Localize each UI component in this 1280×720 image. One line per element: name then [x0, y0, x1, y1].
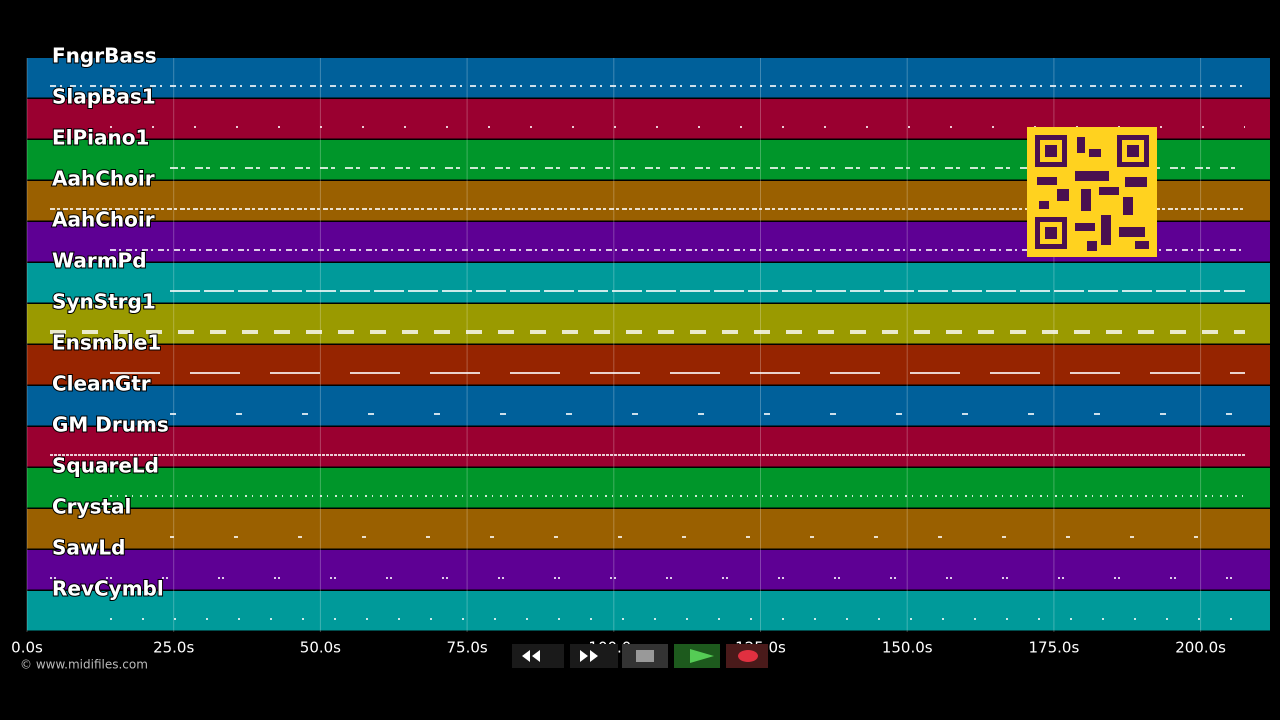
track-labels: FngrBass SlapBas1 ElPiano1 AahChoir AahChoir…: [51, 43, 170, 602]
record-icon: [738, 650, 758, 662]
time-tick-label: 75.0s: [446, 639, 487, 657]
track-label: Ensmble1: [52, 331, 161, 355]
transport-controls: [512, 644, 768, 668]
track-band: [27, 304, 1270, 344]
track-label: SquareLd: [52, 454, 159, 478]
time-tick-label: 50.0s: [300, 639, 341, 657]
qr-code: [1027, 127, 1157, 257]
time-grid: [26, 58, 1202, 632]
track-band: [27, 427, 1270, 467]
time-axis: 0.0s25.0s50.0s75.0s100.0s125.0s150.0s175…: [11, 639, 1226, 657]
track-band: [27, 386, 1270, 426]
track-label: SynStrg1: [52, 290, 156, 314]
time-tick-label: 0.0s: [11, 639, 43, 657]
stop-icon: [636, 650, 654, 662]
time-tick-label: 150.0s: [882, 639, 933, 657]
track-label: AahChoir: [52, 208, 155, 232]
track-label: FngrBass: [52, 44, 157, 68]
time-tick-label: 200.0s: [1175, 639, 1226, 657]
track-label: SlapBas1: [52, 85, 156, 109]
track-band: [27, 509, 1270, 549]
track-label: Crystal: [52, 495, 131, 519]
track-label: RevCymbl: [52, 577, 164, 601]
track-band: [27, 345, 1270, 385]
play-icon: [690, 649, 714, 663]
track-label: ElPiano1: [52, 126, 149, 150]
rewind-icon: [522, 650, 540, 662]
time-tick-label: 25.0s: [153, 639, 194, 657]
track-band: [27, 263, 1270, 303]
time-tick-label: 175.0s: [1029, 639, 1080, 657]
track-band: [27, 468, 1270, 508]
track-label: SawLd: [52, 536, 125, 560]
track-band: [27, 591, 1270, 631]
track-label: AahChoir: [52, 167, 155, 191]
copyright: © www.midifiles.com: [20, 658, 148, 672]
forward-icon: [580, 650, 598, 662]
track-label: CleanGtr: [52, 372, 151, 396]
track-band: [27, 58, 1270, 98]
track-band: [27, 550, 1270, 590]
track-label: WarmPd: [52, 249, 147, 273]
track-label: GM Drums: [52, 413, 169, 437]
